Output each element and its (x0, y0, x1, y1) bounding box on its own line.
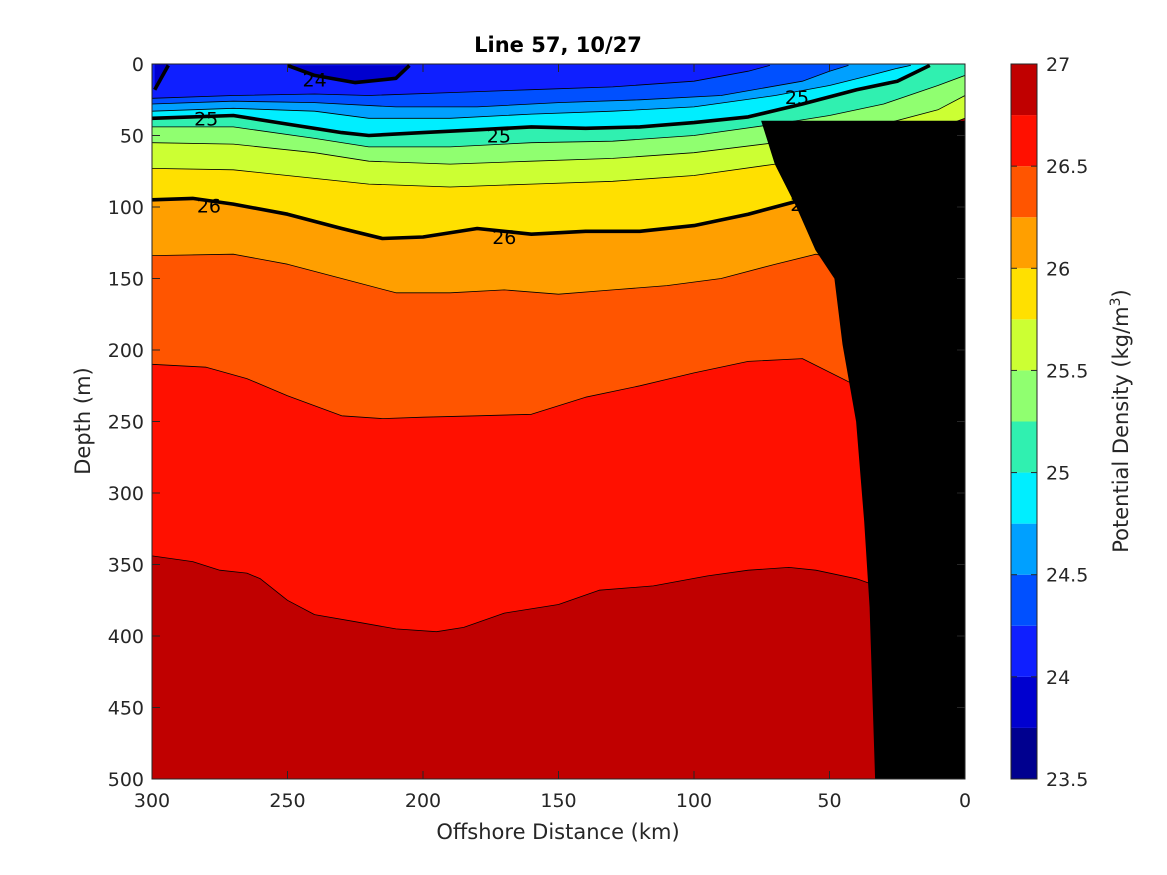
colorbar-swatch-9 (1011, 268, 1037, 320)
colorbar-tick-label: 23.5 (1046, 769, 1088, 791)
y-tick-label: 250 (108, 412, 144, 434)
y-tick-label: 450 (108, 698, 144, 720)
colorbar-swatch-6 (1011, 421, 1037, 473)
contour-line-24.75 (152, 65, 911, 119)
y-tick-label: 150 (108, 269, 144, 291)
contour-line-24 (153, 64, 170, 91)
bathymetry-layer (761, 120, 965, 779)
contour-line-26.75 (152, 555, 882, 633)
bathymetry-wedge (761, 120, 965, 779)
contour-label-5: 26 (492, 227, 516, 249)
contour-line-26.5 (152, 358, 892, 419)
colorbar-swatch-13 (1011, 64, 1037, 116)
colorbar-swatch-10 (1011, 217, 1037, 269)
colorbar-tick-label: 26 (1046, 258, 1070, 280)
colorbar-frame (1010, 63, 1038, 780)
colorbar-tick-label: 25.5 (1046, 360, 1088, 382)
colorbar-swatch-1 (1011, 676, 1037, 728)
x-axis-label: Offshore Distance (km) (436, 820, 679, 844)
y-tick-label: 100 (108, 197, 144, 219)
contour-label-layer: 24 25 25 25 26 26 26 (194, 70, 814, 249)
colorbar-label-superscript: 3 (1108, 297, 1124, 306)
y-tick-label: 300 (108, 483, 144, 505)
colorbar-swatch-8 (1011, 319, 1037, 371)
contour-label-4: 26 (197, 196, 221, 218)
colorbar-label-end: ) (1109, 289, 1133, 297)
x-tick-label: 100 (676, 790, 712, 812)
colorbar-tick-label: 24.5 (1046, 565, 1088, 587)
y-tick-label: 500 (108, 769, 144, 791)
x-tick-label: 50 (817, 790, 841, 812)
y-tick-label: 400 (108, 626, 144, 648)
colorbar-label: Potential Density (kg/m3) (1108, 289, 1133, 553)
y-tick-label: 50 (120, 126, 144, 148)
colorbar-swatch-12 (1011, 115, 1037, 167)
x-tick-label: 150 (540, 790, 576, 812)
x-tick-label: 200 (405, 790, 441, 812)
x-tick-label: 0 (959, 790, 971, 812)
colorbar-tick-label: 26.5 (1046, 156, 1088, 178)
colorbar-tick-label: 25 (1046, 463, 1070, 485)
contour-line-24.25 (152, 65, 771, 99)
colorbar-swatch-7 (1011, 370, 1037, 422)
colorbar-swatch-5 (1011, 472, 1037, 524)
y-tick-label: 0 (132, 54, 144, 76)
colorbar-swatch-2 (1011, 625, 1037, 677)
contour-line-24.5 (152, 65, 849, 108)
contour-line-25 (152, 64, 931, 138)
chart-title: Line 57, 10/27 (474, 33, 642, 57)
y-axis-label: Depth (m) (71, 367, 95, 474)
colorbar-swatch-11 (1011, 166, 1037, 218)
colorbar-label-text: Potential Density (kg/m (1109, 306, 1133, 552)
contour-label-1: 25 (194, 108, 218, 130)
x-tick-label: 300 (134, 790, 170, 812)
colorbar-swatch-0 (1011, 727, 1037, 779)
contour-label-2: 25 (487, 126, 511, 148)
contour-label-6: 26 (790, 194, 814, 216)
colorbar: 23.5 24 24.5 25 25.5 26 26.5 27 (1010, 54, 1088, 791)
contour-label-0: 24 (303, 70, 327, 92)
colorbar-tick-label: 27 (1046, 54, 1070, 76)
y-tick-label: 200 (108, 340, 144, 362)
colorbar-swatch-4 (1011, 523, 1037, 575)
plot-axes: 300 250 200 150 100 50 00501001502002503003504… (108, 54, 971, 812)
contour-line-25.25 (152, 75, 965, 148)
x-tick-label: 250 (269, 790, 305, 812)
colorbar-tick-label: 24 (1046, 667, 1070, 689)
contour-line-24 (286, 64, 411, 85)
colorbar-swatch-3 (1011, 574, 1037, 626)
contour-label-3: 25 (785, 87, 809, 109)
y-tick-label: 350 (108, 555, 144, 577)
